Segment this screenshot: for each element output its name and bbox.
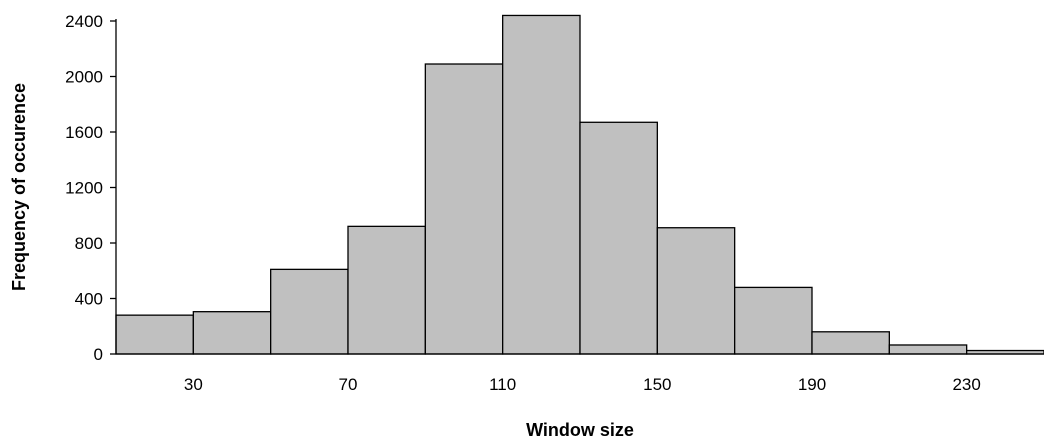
histogram-bar-1 [192, 311, 272, 355]
x-tick-label: 30 [184, 375, 203, 394]
y-tick-label: 1200 [65, 179, 103, 198]
y-tick-label: 1600 [65, 123, 103, 142]
bars-group [115, 14, 1044, 355]
y-tick-label: 800 [75, 234, 103, 253]
x-tick-label: 70 [339, 375, 358, 394]
y-axis: 0 400 800 1200 1600 2000 2400 [65, 12, 117, 364]
y-axis-title: Frequency of occurence [9, 83, 29, 291]
y-tick-label: 2400 [65, 12, 103, 31]
x-tick-label: 230 [952, 375, 980, 394]
histogram-bar-3 [347, 225, 426, 355]
histogram-bar-2 [270, 268, 349, 355]
x-axis: 30 70 110 150 190 230 [116, 353, 1044, 394]
histogram-bar-9 [811, 331, 890, 355]
histogram-bar-4 [424, 63, 504, 355]
histogram-bar-6 [579, 121, 658, 355]
histogram-bar-8 [734, 286, 813, 355]
x-tick-label: 150 [643, 375, 671, 394]
x-tick-label: 190 [798, 375, 826, 394]
y-tick-label: 400 [75, 290, 103, 309]
x-tick-label: 110 [489, 375, 516, 394]
histogram-bar-10 [888, 344, 968, 355]
x-axis-title: Window size [526, 420, 634, 440]
histogram-bar-7 [656, 227, 736, 355]
y-tick-label: 0 [94, 345, 103, 364]
y-tick-label: 2000 [65, 68, 103, 87]
histogram-bar-5 [502, 14, 581, 355]
histogram-bar-0 [115, 314, 194, 355]
